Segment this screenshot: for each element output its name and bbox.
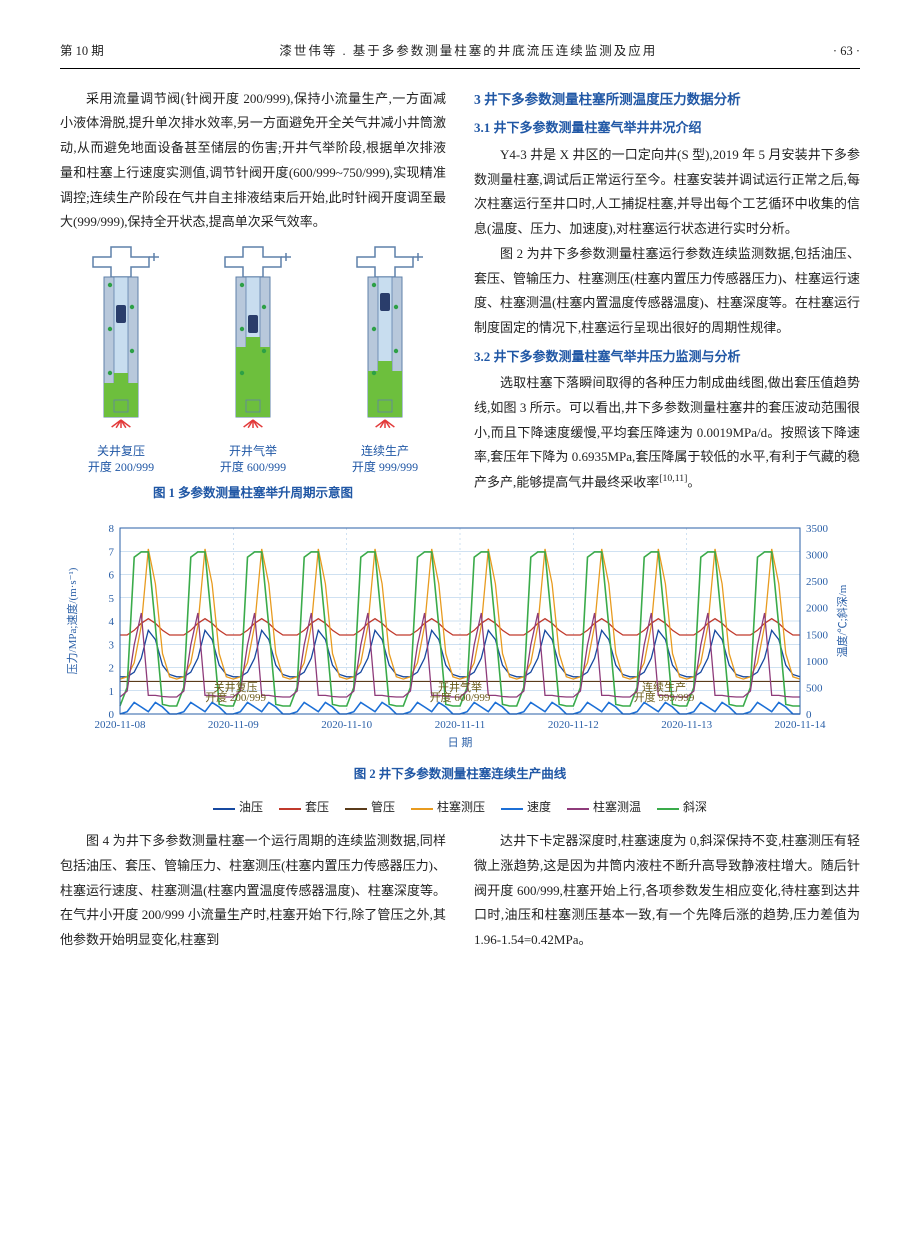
svg-text:2000: 2000 [806,603,829,615]
legend-label: 套压 [305,800,329,814]
svg-text:2020-11-13: 2020-11-13 [661,719,712,731]
legend-swatch [345,808,367,810]
legend-item-pipe_p: 管压 [345,796,395,819]
figure-1-caption: 图 1 多参数测量柱塞举升周期示意图 [60,482,446,506]
legend-swatch [411,808,433,810]
legend-swatch [657,808,679,810]
svg-text:4: 4 [109,616,115,628]
page-number: · 63 · [833,40,860,64]
svg-text:2020-11-08: 2020-11-08 [95,719,146,731]
section-3-2-heading: 3.2 井下多参数测量柱塞气举井压力监测与分析 [474,345,860,370]
legend-swatch [501,808,523,810]
figure-1: 关井复压开度 200/999 开井气举开度 600/999 连续生产开度 999/9… [60,245,446,506]
svg-text:开度 200/999: 开度 200/999 [205,690,266,704]
paragraph-right-3-tail: 。 [687,474,700,489]
legend-item-casing_p: 套压 [279,796,329,819]
svg-text:500: 500 [806,682,823,694]
citation-10-11: [10,11] [659,473,687,484]
paragraph-right-3: 选取柱塞下落瞬间取得的各种压力制成曲线图,做出套压值趋势线,如图 3 所示。可以… [474,371,860,495]
legend-swatch [279,808,301,810]
legend-label: 柱塞测压 [437,800,485,814]
paragraph-right-2: 图 2 为井下多参数测量柱塞运行参数连续监测数据,包括油压、套压、管输压力、柱塞… [474,242,860,341]
legend-item-plug_t: 柱塞测温 [567,796,641,819]
svg-text:1: 1 [109,686,115,698]
legend-item-depth: 斜深 [657,796,707,819]
legend-item-plug_p: 柱塞测压 [411,796,485,819]
legend-item-oil_p: 油压 [213,796,263,819]
svg-text:开度 600/999: 开度 600/999 [430,690,491,704]
article-title-line: 漆世伟等 . 基于多参数测量柱塞的井底流压连续监测及应用 [104,40,833,64]
figure-1-well-0: 关井复压开度 200/999 [76,245,166,476]
figure-1-well-2: 连续生产开度 999/999 [340,245,430,476]
svg-text:1500: 1500 [806,629,829,641]
running-header: 第 10 期 漆世伟等 . 基于多参数测量柱塞的井底流压连续监测及应用 · 63… [60,40,860,69]
legend-swatch [213,808,235,810]
issue-number: 第 10 期 [60,40,104,64]
svg-text:日 期: 日 期 [448,736,473,748]
paragraph-bottom-left: 图 4 为井下多参数测量柱塞一个运行周期的连续监测数据,同样包括油压、套压、管输… [60,829,446,952]
legend-label: 油压 [239,800,263,814]
section-3-1-heading: 3.1 井下多参数测量柱塞气举井井况介绍 [474,116,860,141]
svg-text:2500: 2500 [806,576,829,588]
figure-2-caption: 图 2 井下多参数测量柱塞连续生产曲线 [60,763,860,787]
figure-1-well-label-2: 连续生产开度 999/999 [340,443,430,477]
figure-1-well-label-1: 开井气举开度 600/999 [208,443,298,477]
section-3-heading: 3 井下多参数测量柱塞所测温度压力数据分析 [474,87,860,113]
svg-text:温度/℃;斜深/m: 温度/℃;斜深/m [835,584,849,657]
svg-text:2020-11-14: 2020-11-14 [775,719,826,731]
paragraph-bottom-right: 达井下卡定器深度时,柱塞速度为 0,斜深保持不变,柱塞测压有轻微上涨趋势,这是因… [474,829,860,952]
figure-1-well-1: 开井气举开度 600/999 [208,245,298,476]
svg-text:2020-11-09: 2020-11-09 [208,719,259,731]
svg-text:5: 5 [109,593,115,605]
figure-2: 0123456780500100015002000250030003500202… [60,518,860,819]
svg-text:2020-11-11: 2020-11-11 [435,719,486,731]
svg-text:压力/MPa;速度/(m·s⁻¹): 压力/MPa;速度/(m·s⁻¹) [65,567,79,674]
svg-text:3500: 3500 [806,523,829,535]
svg-text:8: 8 [109,523,115,535]
paragraph-right-1: Y4-3 井是 X 井区的一口定向井(S 型),2019 年 5 月安装井下多参… [474,143,860,242]
legend-label: 速度 [527,800,551,814]
legend-label: 斜深 [683,800,707,814]
svg-text:3000: 3000 [806,549,829,561]
upper-columns: 采用流量调节阀(针阀开度 200/999),保持小流量生产,一方面减小液体滑脱,… [60,87,860,506]
svg-text:3: 3 [109,639,115,651]
figure-2-chart: 0123456780500100015002000250030003500202… [60,518,860,748]
legend-label: 管压 [371,800,395,814]
legend-swatch [567,808,589,810]
svg-text:1000: 1000 [806,656,829,668]
legend-label: 柱塞测温 [593,800,641,814]
svg-text:开度 999/999: 开度 999/999 [634,690,695,704]
svg-text:2020-11-10: 2020-11-10 [321,719,372,731]
bottom-columns: 图 4 为井下多参数测量柱塞一个运行周期的连续监测数据,同样包括油压、套压、管输… [60,829,860,952]
svg-text:7: 7 [109,546,115,558]
svg-text:6: 6 [109,569,115,581]
svg-text:2020-11-12: 2020-11-12 [548,719,599,731]
svg-text:2: 2 [109,662,115,674]
figure-2-legend: 油压 套压 管压 柱塞测压 速度 柱塞测温 斜深 [60,796,860,819]
figure-1-well-label-0: 关井复压开度 200/999 [76,443,166,477]
legend-item-speed: 速度 [501,796,551,819]
paragraph-left-1: 采用流量调节阀(针阀开度 200/999),保持小流量生产,一方面减小液体滑脱,… [60,87,446,235]
